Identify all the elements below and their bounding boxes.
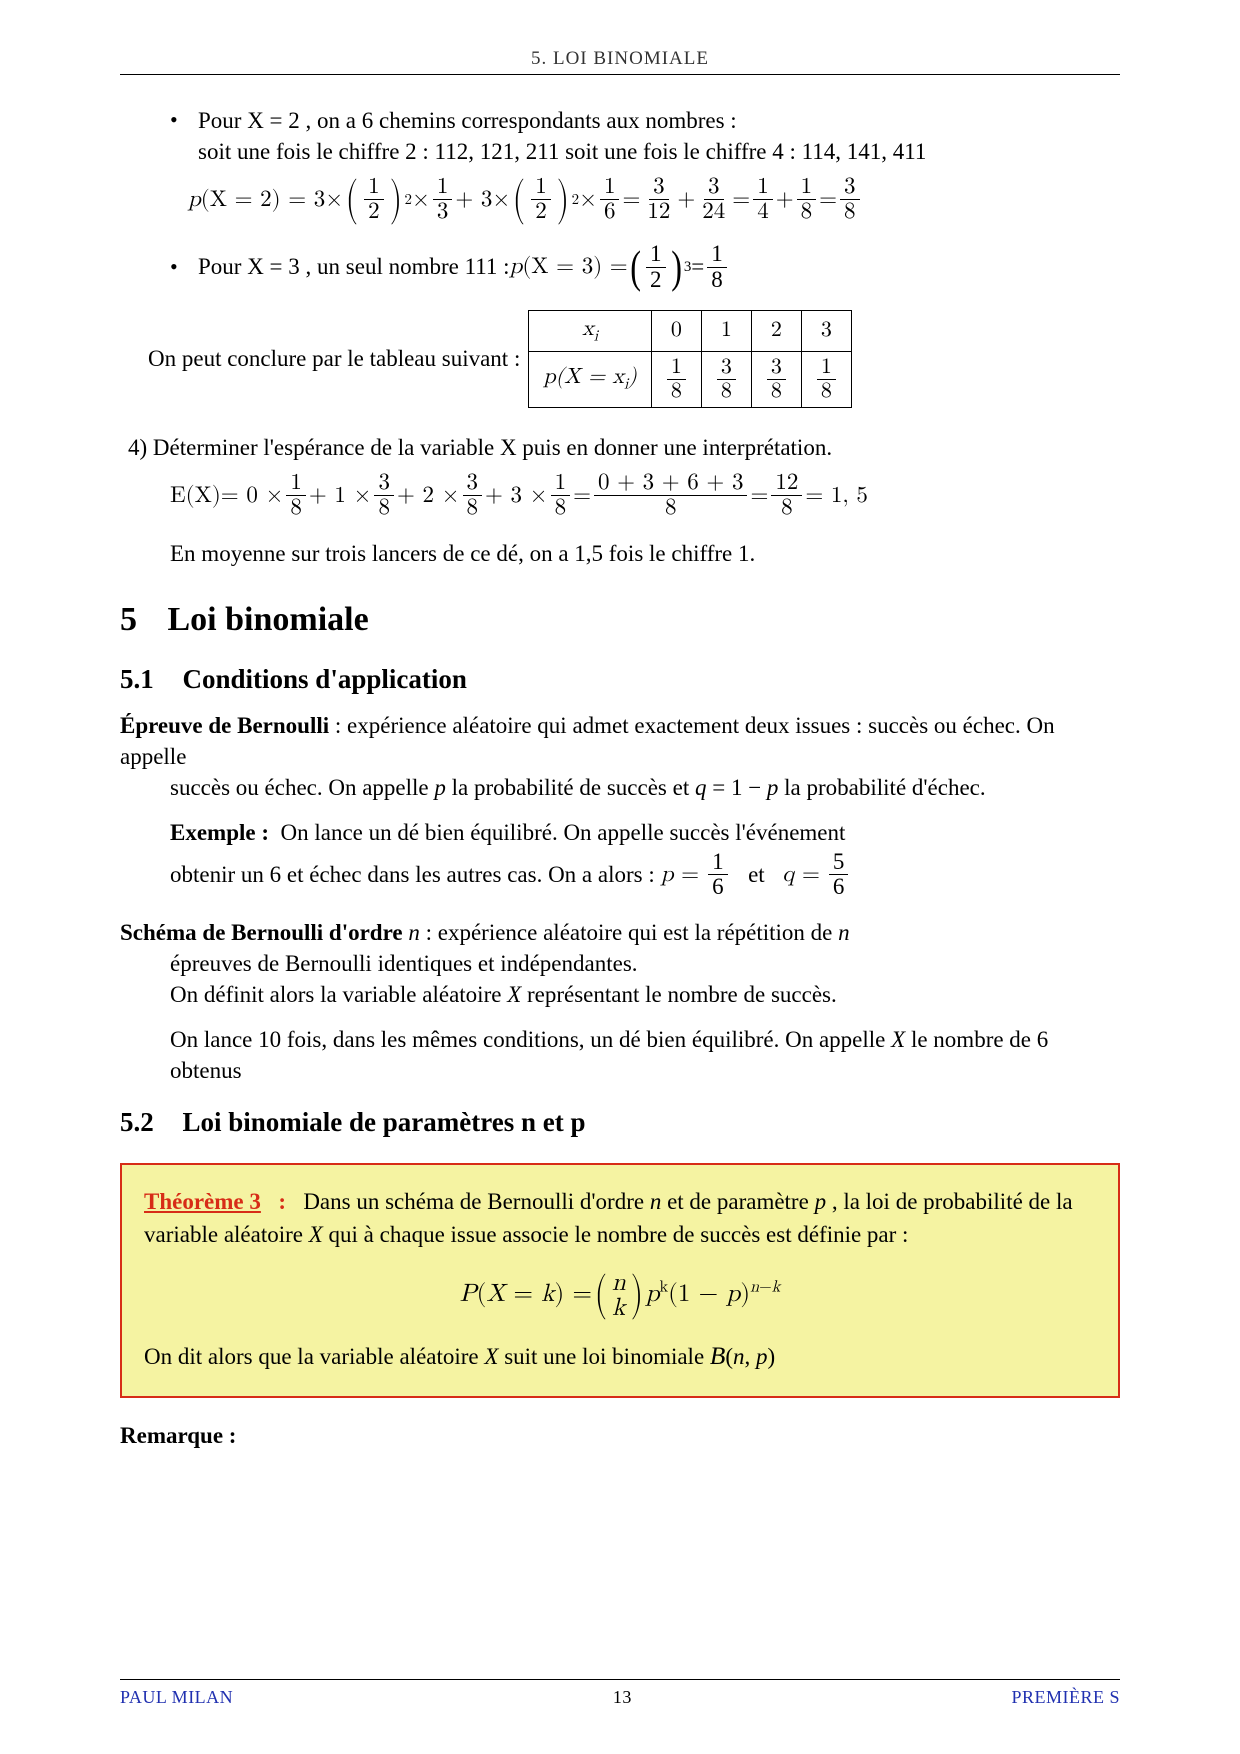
theorem-box: Théorème 3 : Dans un schéma de Bernoulli… <box>120 1163 1120 1398</box>
table-cell: 18 <box>651 351 701 407</box>
page: 5. LOI BINOMIALE • Pour X = 2 , on a 6 c… <box>0 0 1240 1754</box>
exemple-block: Exemple : On lance un dé bien équilibré.… <box>170 817 1120 899</box>
footer-author: PAUL MILAN <box>120 1687 233 1708</box>
exemple-line2: obtenir un 6 et échec dans les autres ca… <box>170 850 1120 899</box>
definition-bernoulli: Épreuve de Bernoulli : expérience aléato… <box>120 710 1120 803</box>
formula-expectation: E(X)= 0 × 18 + 1 × 38 + 2 × 38 + 3 × 18 … <box>170 471 1120 520</box>
table-cell: 18 <box>801 351 851 407</box>
schema-label: Schéma de Bernoulli d'ordre <box>120 920 408 945</box>
bullet-x3: • Pour X = 3 , un seul nombre 111 : p(X … <box>170 242 1120 291</box>
subsection-title: Conditions d'application <box>183 664 467 694</box>
subsection-number: 5.1 <box>120 664 154 694</box>
page-footer: PAUL MILAN 13 PREMIÈRE S <box>120 1687 1120 1708</box>
bullet1-line2: soit une fois le chiffre 2 : 112, 121, 2… <box>198 139 926 164</box>
remarque-label: Remarque : <box>120 1420 1120 1451</box>
probability-table: xi 0 1 2 3 p(X = xi) 18 38 38 18 <box>528 310 852 408</box>
table-row: xi 0 1 2 3 <box>529 310 852 351</box>
table-row: p(X = xi) 18 38 38 18 <box>529 351 852 407</box>
probability-table-block: On peut conclure par le tableau suivant … <box>148 310 1120 408</box>
question-4: 4) Déterminer l'espérance de la variable… <box>128 432 1120 463</box>
bullet-x2: • Pour X = 2 , on a 6 chemins correspond… <box>170 105 1120 167</box>
bullet1-line1: Pour X = 2 , on a 6 chemins correspondan… <box>198 108 737 133</box>
footer-rule <box>120 1679 1120 1680</box>
subsection-52: 5.2 Loi binomiale de paramètres n et p <box>120 1104 1120 1140</box>
bernoulli-label: Épreuve de Bernoulli <box>120 713 329 738</box>
section-title: Loi binomiale <box>168 601 369 638</box>
exemple-label: Exemple : <box>170 820 269 845</box>
formula-p-x2: p(X = 2) = 3× (12)2 ×13 + 3× (12)2 ×16 =… <box>188 175 1120 224</box>
section-number: 5 <box>120 601 137 638</box>
table-cell: 1 <box>701 310 751 351</box>
table-cell: 3 <box>801 310 851 351</box>
bullet2-text: Pour X = 3 , un seul nombre 111 : <box>198 251 510 282</box>
subsection-51: 5.1 Conditions d'application <box>120 661 1120 697</box>
content: • Pour X = 2 , on a 6 chemins correspond… <box>120 105 1120 1451</box>
table-intro: On peut conclure par le tableau suivant … <box>148 343 520 374</box>
subsection-number: 5.2 <box>120 1107 154 1137</box>
running-head: 5. LOI BINOMIALE <box>120 48 1120 70</box>
section-heading: 5 Loi binomiale <box>120 597 1120 643</box>
footer-level: PREMIÈRE S <box>1011 1687 1120 1708</box>
footer-page-number: 13 <box>613 1687 632 1708</box>
table-header-pxi: p(X = xi) <box>529 351 652 407</box>
definition-schema: Schéma de Bernoulli d'ordre n : expérien… <box>120 917 1120 1086</box>
expectation-interpretation: En moyenne sur trois lancers de ce dé, o… <box>170 538 1120 569</box>
table-cell: 0 <box>651 310 701 351</box>
table-header-xi: xi <box>529 310 652 351</box>
table-cell: 2 <box>751 310 801 351</box>
subsection-title: Loi binomiale de paramètres n et p <box>183 1107 586 1137</box>
table-cell: 38 <box>701 351 751 407</box>
bullet-dot: • <box>170 252 198 282</box>
theorem-formula: P(X = k) = (nk) pk(1 − p)n−k <box>144 1270 1096 1320</box>
bullet-dot: • <box>170 105 198 135</box>
theorem-label: Théorème 3 <box>144 1189 261 1214</box>
table-cell: 38 <box>751 351 801 407</box>
top-rule <box>120 74 1120 75</box>
exemple-line1: On lance un dé bien équilibré. On appell… <box>281 820 846 845</box>
